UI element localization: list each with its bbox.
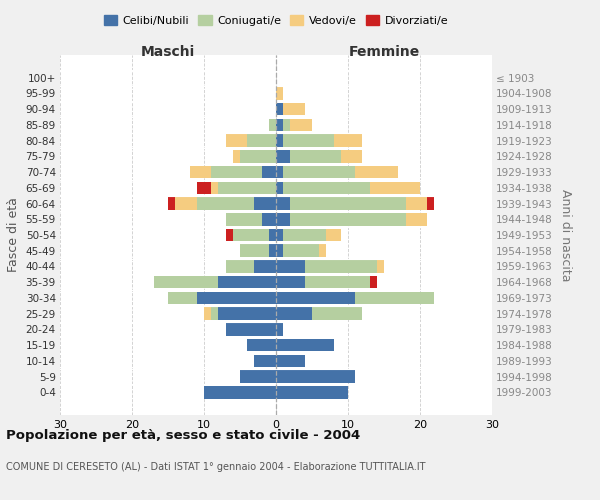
Text: Maschi: Maschi [141, 45, 195, 59]
Bar [226, 323, 276, 336]
Y-axis label: Anni di nascita: Anni di nascita [559, 188, 572, 281]
Bar [276, 260, 305, 273]
Bar [290, 118, 312, 131]
Bar [290, 213, 406, 226]
Bar [218, 276, 276, 288]
Bar [276, 213, 290, 226]
Bar [276, 354, 305, 367]
Bar [240, 244, 269, 257]
Bar [283, 118, 290, 131]
Bar [240, 150, 276, 162]
Bar [276, 87, 283, 100]
Bar [276, 166, 283, 178]
Bar [197, 292, 276, 304]
Bar [427, 197, 434, 210]
Bar [233, 228, 269, 241]
Bar [276, 308, 312, 320]
Bar [254, 197, 276, 210]
Bar [204, 308, 211, 320]
Bar [218, 182, 276, 194]
Bar [276, 323, 283, 336]
Bar [218, 308, 276, 320]
Text: Femmine: Femmine [349, 45, 419, 59]
Bar [370, 276, 377, 288]
Bar [233, 150, 240, 162]
Bar [290, 150, 341, 162]
Bar [283, 166, 355, 178]
Bar [197, 197, 254, 210]
Bar [276, 197, 290, 210]
Bar [377, 260, 384, 273]
Bar [283, 134, 334, 147]
Bar [276, 370, 355, 383]
Text: COMUNE DI CERESETO (AL) - Dati ISTAT 1° gennaio 2004 - Elaborazione TUTTITALIA.I: COMUNE DI CERESETO (AL) - Dati ISTAT 1° … [6, 462, 425, 472]
Bar [276, 103, 283, 116]
Bar [254, 260, 276, 273]
Bar [312, 308, 362, 320]
Bar [211, 166, 262, 178]
Bar [319, 244, 326, 257]
Bar [283, 244, 319, 257]
Bar [247, 134, 276, 147]
Bar [305, 276, 370, 288]
Bar [276, 228, 283, 241]
Bar [276, 244, 283, 257]
Bar [168, 292, 197, 304]
Bar [168, 197, 175, 210]
Bar [240, 370, 276, 383]
Bar [226, 228, 233, 241]
Bar [276, 182, 283, 194]
Bar [175, 197, 197, 210]
Bar [370, 182, 420, 194]
Bar [406, 213, 427, 226]
Bar [226, 134, 247, 147]
Bar [276, 292, 355, 304]
Bar [204, 386, 276, 398]
Bar [276, 276, 305, 288]
Bar [269, 244, 276, 257]
Bar [154, 276, 218, 288]
Bar [262, 166, 276, 178]
Bar [247, 339, 276, 351]
Bar [190, 166, 211, 178]
Bar [276, 386, 348, 398]
Bar [283, 228, 326, 241]
Bar [276, 339, 334, 351]
Bar [226, 260, 254, 273]
Bar [276, 150, 290, 162]
Bar [283, 182, 370, 194]
Bar [290, 197, 406, 210]
Bar [211, 182, 218, 194]
Bar [276, 118, 283, 131]
Bar [197, 182, 211, 194]
Bar [355, 166, 398, 178]
Bar [262, 213, 276, 226]
Bar [211, 308, 218, 320]
Bar [305, 260, 377, 273]
Bar [254, 354, 276, 367]
Bar [355, 292, 434, 304]
Bar [326, 228, 341, 241]
Bar [269, 118, 276, 131]
Y-axis label: Fasce di età: Fasce di età [7, 198, 20, 272]
Bar [406, 197, 427, 210]
Bar [226, 213, 262, 226]
Bar [276, 134, 283, 147]
Legend: Celibi/Nubili, Coniugati/e, Vedovi/e, Divorziati/e: Celibi/Nubili, Coniugati/e, Vedovi/e, Di… [100, 10, 452, 30]
Bar [334, 134, 362, 147]
Bar [283, 103, 305, 116]
Bar [341, 150, 362, 162]
Bar [269, 228, 276, 241]
Text: Popolazione per età, sesso e stato civile - 2004: Popolazione per età, sesso e stato civil… [6, 430, 360, 442]
